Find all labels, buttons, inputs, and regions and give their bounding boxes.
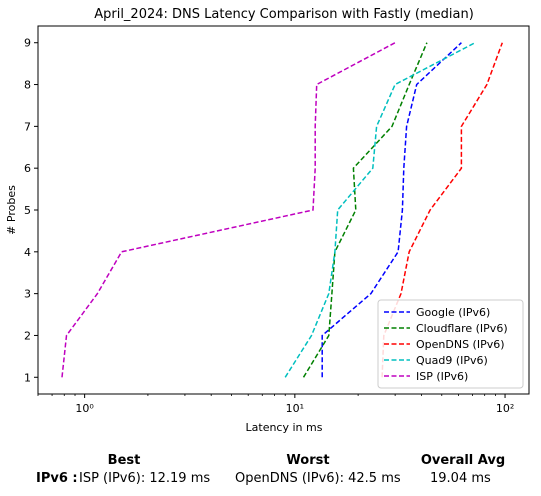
y-axis-label: # Probes [5, 185, 18, 235]
y-tick-label: 8 [24, 79, 31, 92]
x-axis-label: Latency in ms [246, 421, 323, 434]
y-tick-label: 3 [24, 288, 31, 301]
y-tick-label: 5 [24, 204, 31, 217]
x-tick-label: 10¹ [286, 402, 304, 415]
overall-avg-value: 19.04 ms [430, 471, 491, 486]
legend-label: OpenDNS (IPv6) [416, 338, 505, 351]
series-line-5 [61, 42, 396, 378]
y-tick-label: 7 [24, 120, 31, 133]
worst-header: Worst [286, 453, 330, 468]
best-header: Best [107, 453, 141, 468]
y-tick-label: 9 [24, 37, 31, 50]
y-tick-label: 4 [24, 246, 31, 259]
y-tick-label: 1 [24, 371, 31, 384]
overall-avg-header: Overall Avg [420, 453, 506, 468]
legend-label: Cloudflare (IPv6) [416, 322, 508, 335]
ipv6-row-label: IPv6 : [36, 471, 78, 486]
latency-chart: April_2024: DNS Latency Comparison with … [5, 7, 530, 434]
legend-label: Quad9 (IPv6) [416, 354, 488, 367]
legend: Google (IPv6) Cloudflare (IPv6) OpenDNS (I… [377, 299, 524, 389]
series-line-1 [321, 42, 462, 378]
x-tick-label: 10⁰ [75, 402, 94, 415]
y-tick-label: 2 [24, 329, 31, 342]
legend-label: ISP (IPv6) [416, 370, 468, 383]
summary-table: Best Worst Overall Avg IPv6 : ISP (IPv6)… [0, 448, 541, 496]
legend-box [377, 299, 524, 389]
series-line-2 [302, 42, 428, 378]
x-tick-label: 10² [496, 402, 514, 415]
series-line-4 [284, 42, 476, 378]
worst-value: OpenDNS (IPv6): 42.5 ms [235, 471, 401, 486]
y-tick-label: 6 [24, 162, 31, 175]
chart-title: April_2024: DNS Latency Comparison with … [94, 7, 474, 22]
best-value: ISP (IPv6): 12.19 ms [79, 471, 211, 486]
legend-label: Google (IPv6) [416, 306, 490, 319]
